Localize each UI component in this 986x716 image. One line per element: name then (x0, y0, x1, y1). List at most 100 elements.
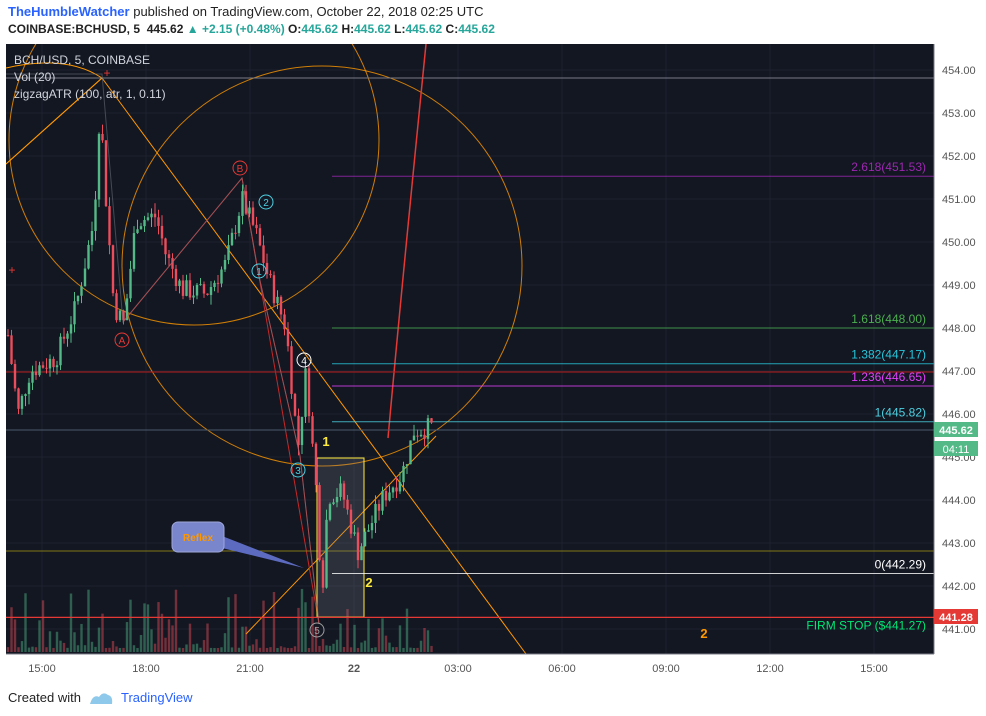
candle-body (192, 295, 195, 298)
candle-body (297, 415, 300, 446)
candle-body (213, 282, 216, 288)
candle-body (419, 434, 423, 437)
candle-body (206, 293, 209, 295)
volume-bar (318, 645, 321, 652)
candle-body (255, 224, 258, 229)
candle-body (426, 418, 430, 439)
candle-body (342, 483, 346, 500)
candle-body (311, 416, 314, 444)
price-tick-label: 441.00 (942, 624, 976, 636)
volume-bar (17, 647, 20, 652)
candle-body (150, 213, 153, 218)
candle-body (157, 217, 160, 226)
reflex-label: Reflex (183, 533, 213, 544)
candle-body (328, 504, 332, 520)
volume-bar (115, 646, 118, 652)
volume-bar (101, 613, 104, 652)
candle-body (314, 443, 318, 486)
candle-body (307, 368, 311, 417)
candle-body (125, 298, 129, 321)
wave-label-b: B (237, 164, 244, 175)
volume-bar (346, 609, 349, 652)
volume-bar (216, 647, 220, 652)
candle-body (353, 532, 356, 534)
close-value: 445.62 (458, 22, 495, 36)
candle-body (363, 531, 367, 547)
candle-body (122, 310, 125, 321)
candle-body (55, 365, 59, 368)
candle-body (381, 491, 384, 511)
candle-body (391, 487, 395, 493)
low-value: 445.62 (405, 22, 443, 36)
chart-grid (6, 44, 934, 654)
volume-bar (363, 640, 367, 652)
candle-body (286, 329, 290, 347)
volume-bar (6, 647, 10, 652)
candle-body (262, 245, 265, 263)
tradingview-link[interactable]: TradingView (120, 690, 193, 705)
fib-level-label: 2.618(451.53) (851, 160, 926, 174)
author-link[interactable]: TheHumbleWatcher (8, 4, 130, 19)
candle-body (146, 217, 150, 220)
change-value: +2.15 (+0.48%) (201, 22, 285, 36)
candle-body (283, 314, 286, 330)
volume-bar (409, 647, 412, 652)
candle-body (251, 207, 255, 225)
volume-bar (395, 647, 398, 652)
candle-body (10, 335, 13, 364)
price-tick-label: 453.00 (942, 108, 976, 120)
price-chart[interactable]: 2.618(451.53) 1.618(448.00) 1.382(447.17) 1… (6, 44, 982, 682)
wave-label-a: A (119, 336, 126, 347)
firm-stop-label: FIRM STOP ($441.27) (806, 618, 926, 632)
candle-body (335, 496, 339, 503)
candle-body (108, 206, 111, 246)
candle-body (237, 215, 241, 234)
time-axis[interactable]: 15:00 18:00 21:00 22 03:00 06:00 09:00 12:00 15:… (28, 663, 888, 675)
candle-body (416, 435, 419, 437)
reflex-callout[interactable]: Reflex (171, 521, 304, 568)
price-tick-label: 446.00 (942, 409, 976, 421)
volume-bar (402, 647, 405, 652)
price-tick-label: 444.00 (942, 495, 976, 507)
time-tick-label: 15:00 (28, 663, 56, 675)
volume-bar (314, 626, 318, 652)
low-label: L: (394, 22, 406, 36)
volume-bar (335, 639, 339, 652)
candle-body (171, 258, 174, 269)
fib-extension-levels: 2.618(451.53) 1.618(448.00) 1.382(447.17) 1… (6, 160, 934, 632)
volume-bar (13, 619, 17, 652)
volume-bar (349, 647, 353, 652)
price-tick-label: 443.00 (942, 538, 976, 550)
price-tick-label: 451.00 (942, 194, 976, 206)
volume-bar (132, 645, 136, 652)
volume-bar (136, 647, 139, 652)
wave-label-b-marker (232, 160, 248, 176)
zigzag-indicator (6, 73, 320, 625)
volume-bar (62, 642, 66, 652)
candle-body (321, 560, 325, 588)
volume-bar (321, 638, 325, 652)
volume-bar (94, 646, 97, 652)
candle-body (90, 230, 94, 245)
candle-body (332, 502, 335, 505)
volume-bar (325, 645, 328, 652)
volume-bar (391, 647, 395, 652)
volume-bar (10, 607, 13, 652)
candle-body (66, 333, 69, 339)
high-label: H: (341, 22, 355, 36)
volume-bar (20, 641, 24, 652)
candle-body (164, 238, 167, 255)
volume-bar (181, 647, 185, 652)
fib-level-label: 1.618(448.00) (851, 312, 926, 326)
volume-bar (405, 608, 409, 652)
candle-body (129, 268, 132, 299)
price-axis[interactable]: 454.00 453.00 452.00 451.00 450.00 449.00 448.… (942, 65, 976, 636)
candle-body (367, 530, 370, 532)
legend-indicator: zigzagATR (100, atr, 1, 0.11) (14, 87, 166, 101)
volume-bar (367, 618, 370, 652)
volume-bar (97, 627, 101, 652)
candle-body (384, 491, 388, 501)
volume-bar (111, 641, 115, 652)
volume-bar (230, 647, 234, 652)
volume-bar (262, 600, 265, 652)
